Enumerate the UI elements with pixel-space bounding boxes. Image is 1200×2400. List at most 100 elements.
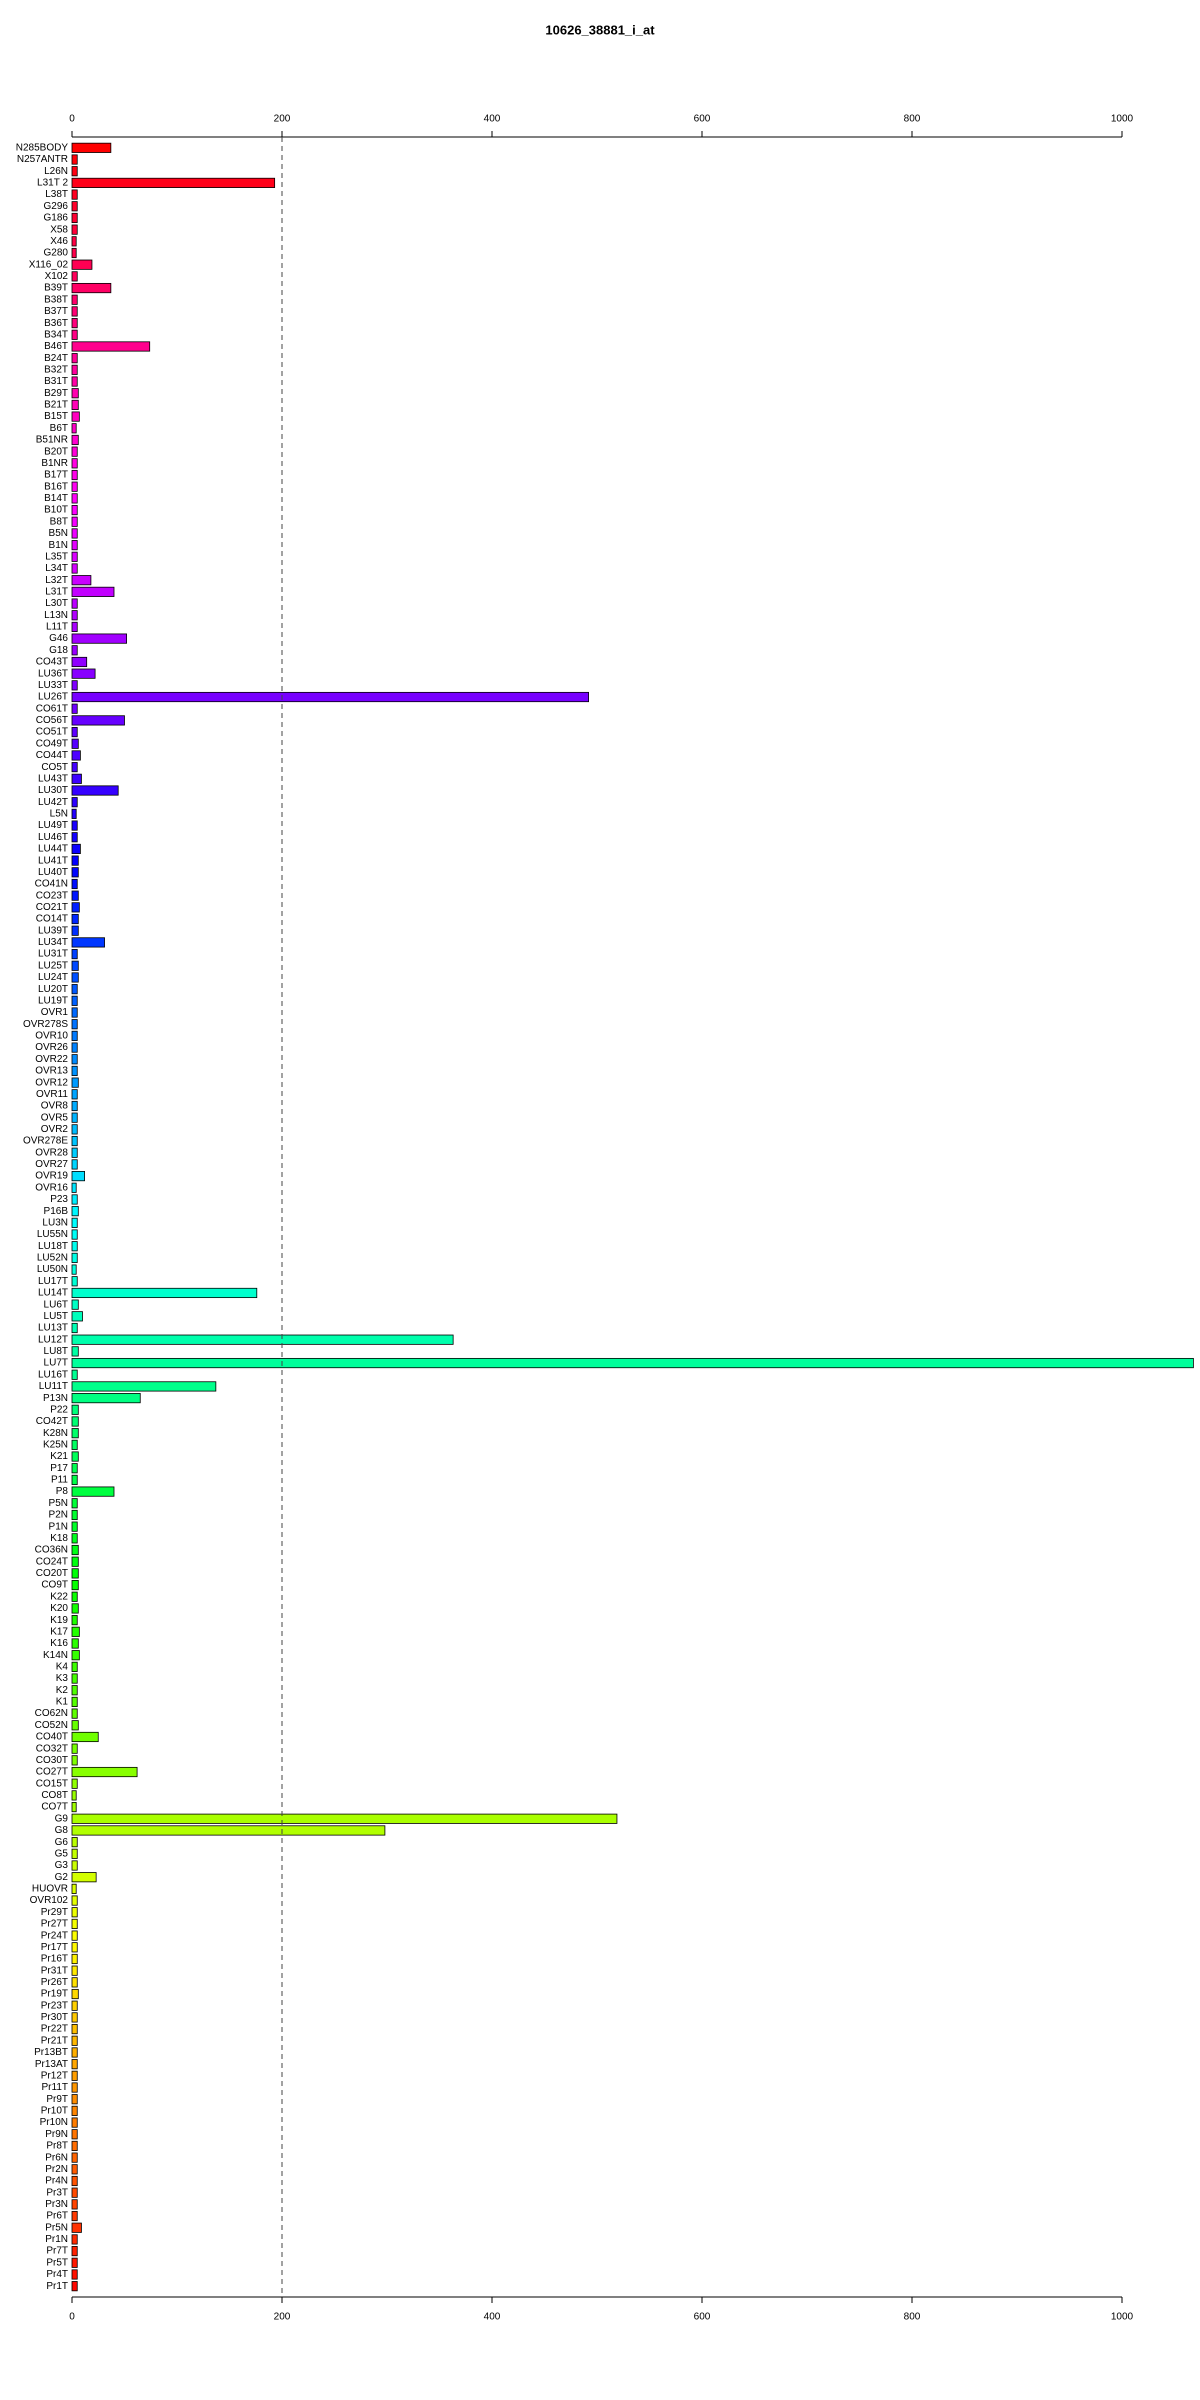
y-tick-label: G9 <box>55 1813 69 1824</box>
y-tick-label: LU17T <box>38 1276 68 1287</box>
y-tick-label: K3 <box>56 1673 69 1684</box>
y-tick-label: CO27T <box>36 1767 68 1778</box>
y-tick-label: OVR2 <box>41 1124 69 1135</box>
y-tick-label: LU34T <box>38 937 68 948</box>
y-tick-label: Pr1N <box>45 2234 68 2245</box>
bar <box>71 645 78 656</box>
y-tick-label: Pr8T <box>46 2141 68 2152</box>
y-tick-label: Pr6T <box>46 2211 68 2222</box>
y-tick-label: P16B <box>44 1206 69 1217</box>
bar <box>71 668 96 679</box>
bar <box>71 1287 258 1299</box>
y-tick-label: G18 <box>49 645 68 656</box>
bar <box>71 2105 78 2116</box>
bar <box>71 1206 79 1217</box>
bar <box>71 902 80 913</box>
bar <box>71 1217 78 1228</box>
y-tick-label: CO41N <box>35 879 68 890</box>
y-tick-label: LU11T <box>39 1381 68 1392</box>
y-tick-label: CO30T <box>36 1755 68 1766</box>
bar <box>71 1591 78 1602</box>
bar <box>71 318 78 329</box>
bar <box>71 1766 138 1778</box>
y-tick-label: L26N <box>44 166 68 177</box>
y-tick-label: CO51T <box>36 727 68 738</box>
y-tick-label: B34T <box>44 329 68 340</box>
bar <box>71 2082 78 2093</box>
bar <box>71 1416 79 1427</box>
y-tick-label: OVR13 <box>35 1066 68 1077</box>
bar <box>71 1428 79 1439</box>
bar <box>71 1965 78 1976</box>
bar <box>71 1673 78 1684</box>
bar <box>71 1252 78 1263</box>
x-tick-label: 1000 <box>1111 2312 1134 2323</box>
bar <box>71 995 78 1006</box>
bar <box>71 1755 78 1766</box>
bar <box>71 1895 78 1906</box>
bar <box>71 2187 78 2198</box>
bar <box>71 411 80 422</box>
bar <box>71 1872 97 1883</box>
y-tick-label: LU18T <box>38 1241 68 1252</box>
y-tick-label: LU41T <box>38 855 68 866</box>
y-tick-label: LU31T <box>38 949 68 960</box>
y-tick-label: CO21T <box>36 902 68 913</box>
y-tick-label: B16T <box>44 481 68 492</box>
y-tick-label: CO14T <box>36 914 68 925</box>
y-tick-label: Pr5T <box>46 2257 68 2268</box>
y-tick-label: OVR22 <box>35 1054 68 1065</box>
bar <box>71 575 92 586</box>
y-tick-label: L13N <box>44 610 68 621</box>
y-tick-label: G8 <box>55 1825 69 1836</box>
y-tick-label: Pr12T <box>41 2070 68 2081</box>
x-tick-label: 800 <box>904 2312 921 2323</box>
bar <box>71 2234 78 2245</box>
bar <box>71 1194 78 1205</box>
bar <box>71 2035 78 2046</box>
bar <box>71 691 589 703</box>
bar <box>71 913 79 925</box>
bar <box>71 750 81 761</box>
chart-title: 10626_38881_i_at <box>545 22 655 37</box>
y-tick-label: P5N <box>49 1498 68 1509</box>
y-tick-label: P1N <box>49 1521 68 1532</box>
bar <box>71 1650 80 1661</box>
bar <box>71 1439 78 1450</box>
y-tick-label: LU14T <box>38 1288 68 1299</box>
bar <box>71 1311 83 1322</box>
x-tick-label: 1000 <box>1111 114 1134 125</box>
bar <box>71 1544 79 1556</box>
y-tick-label: OVR278E <box>23 1136 68 1147</box>
bar <box>71 1276 78 1287</box>
bar <box>71 1977 78 1988</box>
y-tick-label: LU42T <box>38 797 68 808</box>
bar <box>71 1089 78 1100</box>
bar <box>71 2175 78 2187</box>
bar <box>71 1077 79 1088</box>
y-tick-label: Pr9T <box>46 2094 68 2105</box>
x-tick-label: 200 <box>274 114 291 125</box>
y-tick-label: P2N <box>49 1510 68 1521</box>
y-tick-label: Pr5N <box>45 2222 68 2233</box>
bar <box>71 960 79 971</box>
bar <box>71 1509 78 1521</box>
bar <box>71 610 78 621</box>
y-tick-label: P22 <box>50 1404 68 1415</box>
bar <box>71 1007 78 1018</box>
y-tick-label: LU12T <box>38 1334 68 1345</box>
bar <box>71 1603 79 1614</box>
bar <box>71 820 78 831</box>
y-tick-label: CO24T <box>36 1556 68 1567</box>
y-tick-label: Pr13AT <box>35 2059 68 2070</box>
bar <box>71 949 78 960</box>
y-tick-label: X102 <box>45 271 69 282</box>
bar <box>71 458 78 469</box>
bar <box>71 1381 217 1392</box>
y-tick-label: LU20T <box>38 984 68 995</box>
x-tick-label: 0 <box>69 2312 75 2323</box>
bar <box>71 2152 78 2163</box>
bar <box>71 843 81 855</box>
y-tick-label: Pr30T <box>41 2012 68 2023</box>
y-tick-label: CO20T <box>36 1568 68 1579</box>
